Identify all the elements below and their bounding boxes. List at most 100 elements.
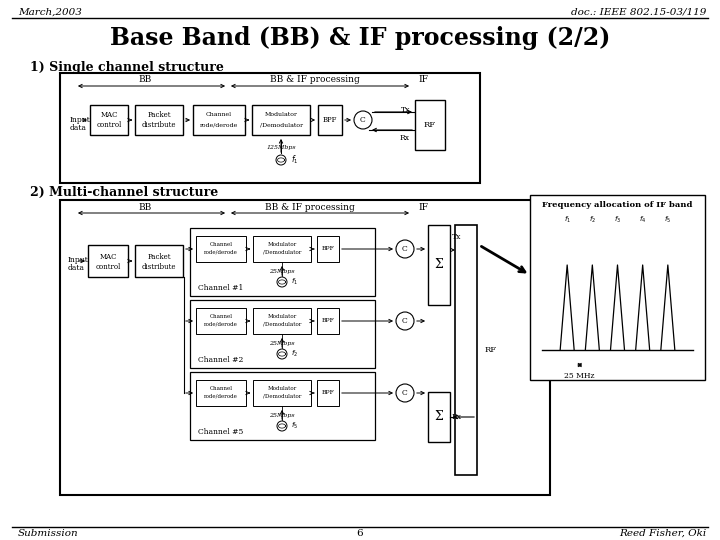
Text: Σ: Σ [435,259,444,272]
Text: 125Mbps: 125Mbps [266,145,296,151]
Text: Packet: Packet [148,253,171,261]
Text: /Demodulator: /Demodulator [259,123,302,127]
Bar [317,308,339,334]
Bar [60,200,550,495]
Text: data: data [68,264,85,272]
Text: Modulator: Modulator [264,112,297,118]
Text: $f_1$: $f_1$ [291,277,298,287]
Bar [318,105,342,135]
Text: distribute: distribute [142,263,176,271]
Text: Modulator: Modulator [267,241,297,246]
Circle shape [396,384,414,402]
Text: Tx: Tx [452,233,462,241]
Text: BB: BB [138,202,152,212]
Circle shape [277,349,287,359]
Text: doc.: IEEE 802.15-03/119: doc.: IEEE 802.15-03/119 [571,8,706,17]
Circle shape [276,155,286,165]
Circle shape [396,240,414,258]
Text: BPF: BPF [322,319,334,323]
Bar [196,308,246,334]
Text: Modulator: Modulator [267,386,297,390]
Text: BPF: BPF [323,116,337,124]
Text: $f_5$: $f_5$ [665,215,672,225]
Text: rode/derode: rode/derode [204,249,238,254]
Text: $f_5$: $f_5$ [291,421,298,431]
Bar [530,195,705,380]
Bar [253,308,311,334]
Text: IF: IF [418,76,428,84]
Text: Channel #2: Channel #2 [198,356,243,364]
Text: Input: Input [70,116,91,124]
Text: 25Mbps: 25Mbps [269,341,294,346]
Text: Channel: Channel [206,112,232,118]
Text: /Demodulator: /Demodulator [263,394,301,399]
Text: BPF: BPF [322,390,334,395]
Text: rode/derode: rode/derode [204,394,238,399]
Text: C: C [360,116,366,124]
Bar [90,105,128,135]
Bar [88,245,128,277]
Text: Rx: Rx [452,413,462,421]
Text: MAC: MAC [99,253,117,261]
Text: Packet: Packet [148,111,171,119]
Text: control: control [95,263,121,271]
Text: data: data [70,124,87,132]
Text: Channel #5: Channel #5 [198,428,243,436]
Text: 1) Single channel structure: 1) Single channel structure [30,60,224,73]
Text: IF: IF [418,202,428,212]
Text: C: C [402,317,408,325]
Bar [196,380,246,406]
Text: Input: Input [68,256,89,264]
Text: $f_1$: $f_1$ [291,154,299,166]
Bar [135,245,183,277]
Text: BB & IF processing: BB & IF processing [270,76,360,84]
Bar [317,236,339,262]
Text: rode/derode: rode/derode [204,321,238,327]
Text: Modulator: Modulator [267,314,297,319]
Bar [415,100,445,150]
Bar [317,380,339,406]
Bar [428,225,450,305]
Bar [253,236,311,262]
Text: Σ: Σ [435,410,444,423]
Text: RF: RF [485,346,497,354]
Bar [252,105,310,135]
Text: 25Mbps: 25Mbps [269,413,294,417]
Text: March,2003: March,2003 [18,8,82,17]
Bar [193,105,245,135]
Text: Rx: Rx [400,134,410,142]
Bar [196,236,246,262]
Text: Tx: Tx [400,106,410,114]
Bar [190,300,375,368]
Text: MAC: MAC [100,111,117,119]
Text: $f_2$: $f_2$ [589,215,596,225]
Text: $f_4$: $f_4$ [639,215,647,225]
Text: /Demodulator: /Demodulator [263,321,301,327]
Text: $f_3$: $f_3$ [614,215,621,225]
Text: Reed Fisher, Oki: Reed Fisher, Oki [618,529,706,537]
Text: /Demodulator: /Demodulator [263,249,301,254]
Text: RF: RF [424,121,436,129]
Circle shape [354,111,372,129]
Text: 6: 6 [356,529,364,537]
Bar [190,372,375,440]
Text: 2) Multi-channel structure: 2) Multi-channel structure [30,186,218,199]
Text: Base Band (BB) & IF processing (2/2): Base Band (BB) & IF processing (2/2) [110,26,610,50]
Text: $f_1$: $f_1$ [564,215,571,225]
Text: distribute: distribute [142,121,176,129]
Bar [428,392,450,442]
Text: 25Mbps: 25Mbps [269,268,294,273]
Text: C: C [402,245,408,253]
Bar [60,73,480,183]
Text: rode/derode: rode/derode [200,123,238,127]
Bar [190,228,375,296]
Text: control: control [96,121,122,129]
Text: BB & IF processing: BB & IF processing [265,202,355,212]
Bar [135,105,183,135]
Bar [455,225,477,475]
Circle shape [277,277,287,287]
Circle shape [396,312,414,330]
Text: C: C [402,389,408,397]
Circle shape [277,421,287,431]
Text: BPF: BPF [322,246,334,252]
